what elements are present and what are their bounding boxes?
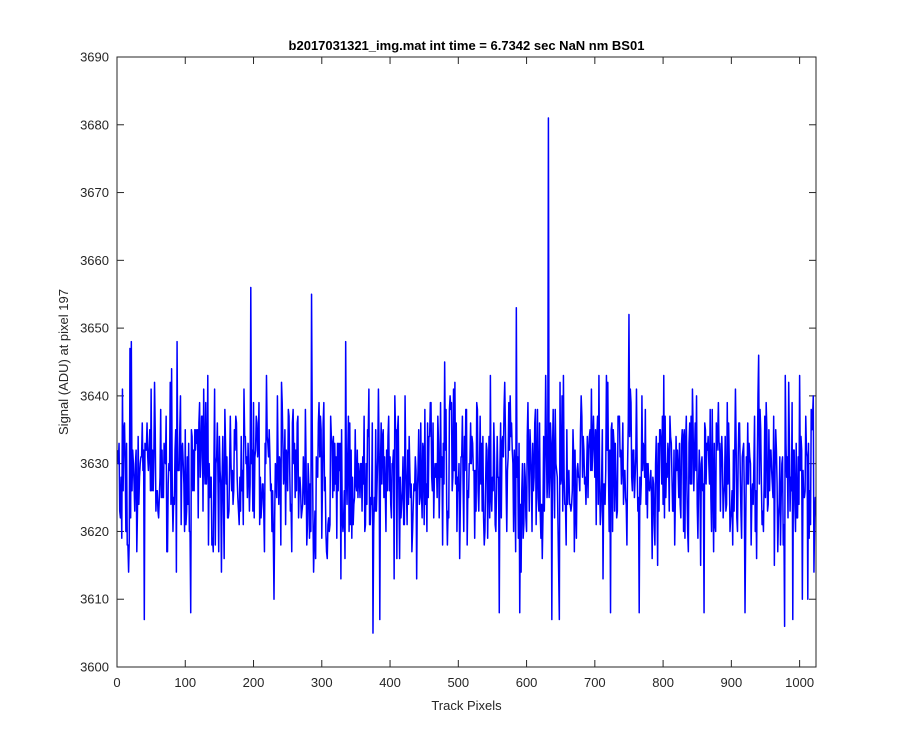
x-tick-label: 800 <box>652 675 674 690</box>
y-axis-ticks: 3600 3610 3620 3630 3640 3650 3660 3670 3680 3690 <box>80 50 816 675</box>
y-tick-label: 3610 <box>80 592 109 607</box>
x-axis-ticks: 0 100 200 300 400 500 600 700 800 900 1000 <box>113 57 814 690</box>
y-tick-label: 3690 <box>80 50 109 65</box>
plot-area-background <box>117 57 816 667</box>
x-tick-label: 400 <box>379 675 401 690</box>
x-tick-label: 1000 <box>785 675 814 690</box>
x-tick-label: 200 <box>243 675 265 690</box>
x-tick-label: 600 <box>516 675 538 690</box>
y-tick-label: 3680 <box>80 117 109 132</box>
x-tick-label: 900 <box>721 675 743 690</box>
y-axis-label: Signal (ADU) at pixel 197 <box>56 289 71 435</box>
y-tick-label: 3630 <box>80 456 109 471</box>
x-tick-label: 300 <box>311 675 333 690</box>
signal-series-line <box>116 117 817 634</box>
y-tick-label: 3600 <box>80 660 109 675</box>
x-tick-label: 100 <box>174 675 196 690</box>
x-tick-label: 700 <box>584 675 606 690</box>
y-tick-label: 3620 <box>80 524 109 539</box>
y-tick-label: 3650 <box>80 321 109 336</box>
y-tick-label: 3670 <box>80 185 109 200</box>
y-tick-label: 3640 <box>80 388 109 403</box>
x-tick-label: 500 <box>447 675 469 690</box>
chart-title: b2017031321_img.mat int time = 6.7342 se… <box>289 38 645 53</box>
y-tick-label: 3660 <box>80 253 109 268</box>
x-tick-label: 0 <box>113 675 120 690</box>
plot-area-frame <box>116 56 817 668</box>
x-axis-label: Track Pixels <box>431 698 502 713</box>
